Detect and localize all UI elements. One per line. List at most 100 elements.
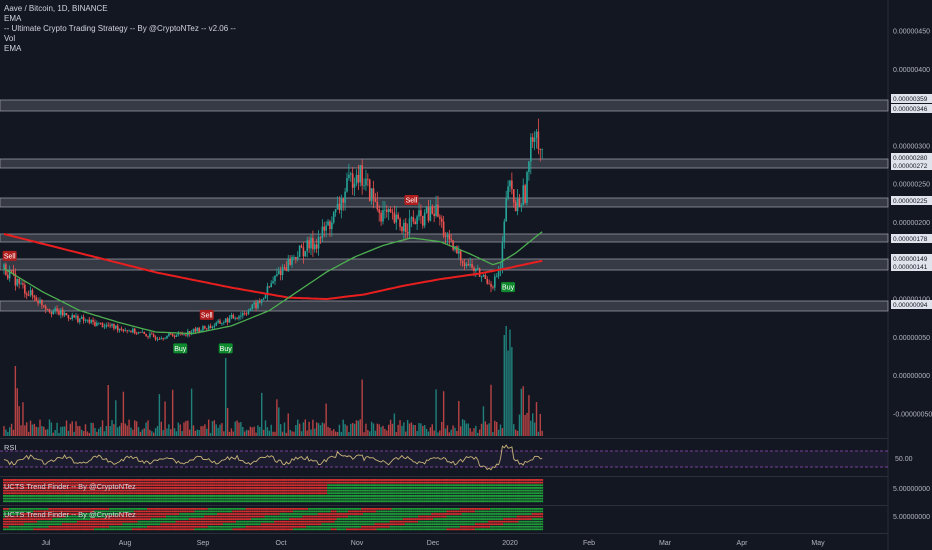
trend-finder-2-bar bbox=[18, 515, 21, 518]
trend-finder-1-bar bbox=[230, 481, 233, 484]
trend-finder-1-bar bbox=[232, 487, 235, 489]
trend-finder-2-bar bbox=[497, 510, 500, 513]
candle-body bbox=[221, 323, 223, 324]
trend-finder-2-bar bbox=[92, 515, 95, 518]
trend-finder-1-bar bbox=[378, 489, 381, 492]
signal-buy-marker[interactable] bbox=[173, 343, 188, 354]
trend-finder-2-bar bbox=[94, 518, 96, 520]
trend-finder-2-bar bbox=[448, 515, 451, 518]
trend-finder-1-bar bbox=[207, 479, 210, 481]
trend-finder-1-bar bbox=[52, 487, 55, 489]
trend-finder-1-bar bbox=[186, 495, 189, 497]
trend-finder-2-bar bbox=[490, 508, 492, 510]
trend-finder-1-bar bbox=[76, 479, 79, 481]
trend-finder-1-bar bbox=[10, 484, 13, 487]
trend-finder-1-bar bbox=[416, 479, 419, 481]
trend-finder-1-bar bbox=[473, 497, 475, 500]
trend-finder-1-bar bbox=[490, 479, 492, 481]
signal-buy-marker[interactable] bbox=[501, 282, 516, 293]
trend-finder-1-bar bbox=[243, 500, 246, 503]
trend-finder-1-bar bbox=[512, 495, 515, 497]
trend-finder-1-bar bbox=[202, 484, 204, 487]
trend-finder-1-bar bbox=[145, 497, 148, 500]
trend-finder-2-bar bbox=[18, 510, 21, 513]
trend-finder-1-bar bbox=[340, 495, 343, 497]
trend-finder-1-bar bbox=[414, 479, 417, 481]
trend-finder-1-bar bbox=[219, 481, 221, 484]
trend-finder-2-bar bbox=[183, 513, 185, 515]
trend-finder-1-bar bbox=[139, 489, 142, 492]
trend-finder-2-bar bbox=[103, 515, 106, 518]
trend-finder-1-bar bbox=[105, 492, 108, 495]
trend-finder-1-bar bbox=[241, 495, 244, 497]
trend-finder-1-bar bbox=[327, 479, 329, 481]
candle-body bbox=[158, 338, 161, 340]
trend-finder-2-bar bbox=[340, 508, 343, 510]
signal-sell-marker[interactable] bbox=[199, 309, 214, 320]
trend-finder-2-bar bbox=[300, 510, 303, 513]
trend-finder-1-bar bbox=[236, 479, 239, 481]
trend-finder-2-bar bbox=[334, 518, 337, 520]
trend-finder-2-bar bbox=[184, 508, 187, 510]
trend-finder-1-bar bbox=[31, 495, 34, 497]
signal-sell-marker[interactable] bbox=[404, 195, 419, 206]
trend-finder-2-bar bbox=[518, 508, 521, 510]
signal-sell-marker[interactable] bbox=[2, 250, 17, 261]
trend-finder-1-bar bbox=[6, 487, 9, 489]
trend-finder-2-bar bbox=[135, 508, 138, 510]
trend-finder-1-bar bbox=[37, 481, 40, 484]
trend-finder-1-bar bbox=[376, 481, 379, 484]
trend-finder-1-bar bbox=[171, 489, 174, 492]
candle-body bbox=[427, 207, 430, 221]
trend-finder-2-bar bbox=[46, 508, 49, 510]
trend-finder-1-bar bbox=[241, 484, 244, 487]
trend-finder-1-bar bbox=[330, 495, 333, 497]
trend-finder-1-bar bbox=[363, 489, 365, 492]
trend-finder-1-bar bbox=[213, 487, 216, 489]
trend-finder-1-bar bbox=[209, 497, 212, 500]
trend-finder-1-bar bbox=[71, 484, 74, 487]
trend-finder-1-bar bbox=[109, 500, 112, 503]
trend-finder-1-bar bbox=[4, 484, 7, 487]
trend-finder-2-bar bbox=[54, 513, 57, 515]
trend-finder-1-bar bbox=[256, 481, 259, 484]
candle-body bbox=[24, 284, 26, 294]
trend-finder-2-bar bbox=[42, 508, 45, 510]
trend-finder-1-bar bbox=[313, 495, 316, 497]
trend-finder-1-bar bbox=[31, 487, 34, 489]
trend-finder-2-bar bbox=[357, 518, 360, 520]
trend-finder-1-bar bbox=[179, 484, 182, 487]
trend-finder-1-bar bbox=[124, 497, 127, 500]
trend-finder-2-bar bbox=[107, 515, 110, 518]
trend-finder-1-bar bbox=[478, 481, 481, 484]
trend-finder-1-bar bbox=[169, 489, 172, 492]
trend-finder-2-bar bbox=[380, 513, 383, 515]
trend-finder-2-bar bbox=[128, 508, 131, 510]
trend-finder-1-bar bbox=[321, 495, 324, 497]
trend-finder-1-bar bbox=[327, 484, 329, 487]
trend-finder-1-bar bbox=[313, 497, 316, 500]
trend-finder-1-bar bbox=[332, 484, 335, 487]
signal-buy-marker[interactable] bbox=[218, 343, 233, 354]
trend-finder-2-bar bbox=[376, 515, 379, 518]
candle-body bbox=[397, 214, 399, 219]
candle-body bbox=[399, 218, 401, 227]
volume-bar bbox=[276, 399, 278, 436]
signal-sell-label: Sell bbox=[4, 253, 16, 260]
trend-finder-1-bar bbox=[279, 497, 282, 500]
trend-finder-1-bar bbox=[522, 479, 525, 481]
trend-finder-2-bar bbox=[399, 513, 402, 515]
trend-finder-1-bar bbox=[514, 479, 517, 481]
trend-finder-1-bar bbox=[226, 489, 229, 492]
candle-body bbox=[54, 308, 56, 311]
trend-finder-2-bar bbox=[147, 508, 149, 510]
trend-finder-1-bar bbox=[292, 492, 295, 495]
trend-finder-1-bar bbox=[262, 479, 265, 481]
trend-finder-1-bar bbox=[196, 489, 199, 492]
trend-finder-1-bar bbox=[141, 479, 144, 481]
trend-finder-1-bar bbox=[509, 492, 511, 495]
trend-finder-1-bar bbox=[20, 487, 23, 489]
trend-finder-1-bar bbox=[478, 487, 481, 489]
trend-finder-1-bar bbox=[71, 481, 74, 484]
